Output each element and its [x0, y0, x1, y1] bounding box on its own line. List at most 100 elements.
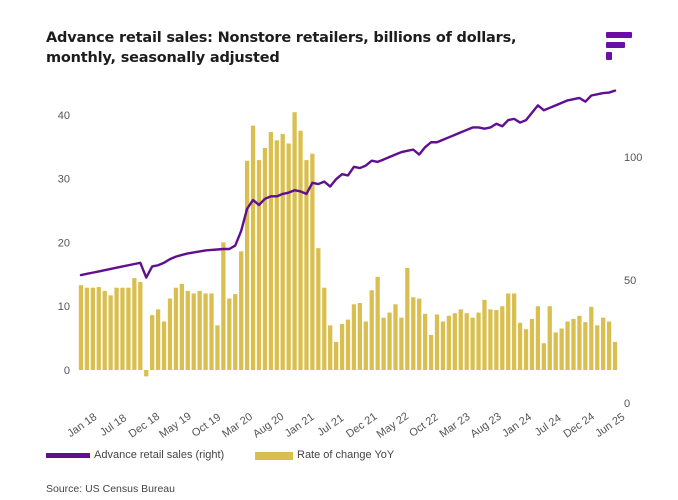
bar-yoy: [434, 314, 440, 370]
bar-yoy: [612, 341, 618, 370]
bar-yoy: [292, 112, 297, 370]
bar-yoy: [393, 304, 398, 370]
bar-yoy: [334, 341, 339, 370]
bar-yoy: [351, 304, 357, 370]
bar-yoy: [417, 298, 422, 370]
bar-yoy: [446, 315, 452, 370]
bar-yoy: [274, 140, 279, 370]
bar-yoy: [90, 287, 95, 370]
bar-yoy: [428, 334, 434, 370]
bar-yoy: [262, 147, 268, 370]
bar-yoy: [102, 290, 107, 370]
left-tick-label: 0: [64, 365, 70, 377]
bar-yoy: [547, 306, 552, 370]
x-tick-label: Oct 19: [190, 411, 223, 439]
x-tick-label: Jan 18: [65, 411, 99, 440]
bar-yoy: [233, 294, 238, 370]
bar-yoy: [440, 321, 446, 370]
bar-yoy: [132, 278, 137, 370]
bar-yoy: [209, 293, 214, 370]
bar-yoy: [345, 319, 351, 370]
bar-yoy: [173, 287, 179, 370]
source-note: Source: US Census Bureau: [46, 483, 175, 495]
right-axis: 0 50 100: [624, 152, 642, 410]
bar-yoy: [185, 290, 190, 370]
bar-yoy: [197, 290, 202, 370]
bar-yoy: [203, 293, 208, 370]
logo-bar-bottom: [606, 52, 612, 60]
x-tick-label: Jan 24: [500, 411, 534, 440]
bar-yoy: [559, 328, 564, 370]
bar-yoy: [268, 132, 273, 370]
bar-yoy: [387, 312, 392, 370]
bar-yoy: [512, 293, 517, 370]
bar-yoy: [322, 287, 327, 370]
bar-yoy: [244, 160, 250, 370]
bar-yoy: [191, 293, 196, 370]
x-tick-label: Jul 18: [98, 412, 129, 439]
bar-yoy: [114, 287, 119, 370]
bar-yoy: [363, 321, 368, 370]
x-tick-label: Aug 20: [251, 411, 286, 441]
bar-yoy: [482, 299, 487, 370]
bar-yoy: [120, 287, 125, 370]
bar-yoy: [84, 287, 90, 370]
bar-yoy: [316, 248, 321, 370]
bar-yoy: [476, 312, 481, 370]
bar-yoy: [452, 313, 457, 370]
bar-yoy: [517, 322, 523, 370]
x-tick-label: Dec 18: [127, 411, 162, 441]
bar-yoy: [96, 287, 101, 370]
bar-yoy: [150, 315, 155, 370]
x-tick-label: Dec 24: [561, 411, 596, 441]
bar-yoy: [161, 321, 167, 370]
left-tick-label: 30: [58, 174, 70, 186]
bar-yoy: [464, 313, 469, 370]
bar-yoy: [221, 242, 226, 370]
bar-yoy: [500, 306, 505, 370]
bar-yoy: [399, 317, 404, 370]
bar-yoy: [470, 317, 475, 370]
bar-yoy: [144, 370, 149, 377]
x-tick-label: Aug 23: [468, 411, 503, 441]
bar-yoy: [215, 325, 220, 370]
legend-label-bar: Rate of change YoY: [297, 449, 395, 461]
bar-yoy: [250, 125, 256, 371]
x-tick-label: Jan 21: [283, 411, 317, 440]
bar-yoy: [488, 309, 493, 370]
bar-yoy: [280, 133, 285, 370]
left-tick-label: 10: [58, 301, 70, 313]
x-tick-label: Mar 23: [438, 411, 473, 440]
x-tick-label: Jun 25: [593, 411, 627, 440]
bar-yoy: [179, 283, 184, 370]
x-tick-label: Oct 22: [407, 411, 440, 439]
bar-yoy: [369, 290, 374, 370]
bar-yoy: [108, 295, 113, 370]
bar-yoy: [375, 276, 380, 370]
x-tick-label: May 22: [375, 410, 411, 441]
bar-yoy: [138, 281, 143, 370]
bar-yoy: [523, 329, 529, 370]
x-tick-label: Mar 20: [220, 411, 255, 440]
bar-yoy: [565, 321, 570, 370]
bar-series-yoy: [78, 112, 618, 377]
bar-yoy: [405, 267, 410, 370]
right-tick-label: 50: [624, 275, 636, 287]
bar-yoy: [256, 160, 262, 370]
bar-yoy: [155, 309, 161, 370]
bar-yoy: [339, 324, 345, 370]
bar-yoy: [535, 306, 541, 370]
bar-yoy: [328, 325, 333, 370]
bar-yoy: [381, 317, 386, 370]
bar-yoy: [589, 306, 594, 370]
logo-bar-top: [606, 32, 632, 38]
bar-yoy: [304, 160, 309, 370]
x-tick-label: Jul 21: [315, 412, 346, 439]
bar-yoy: [458, 309, 463, 370]
brand-f-logo-icon: [606, 32, 632, 60]
bar-yoy: [411, 297, 416, 370]
bar-yoy: [606, 321, 612, 370]
bar-yoy: [541, 343, 546, 370]
